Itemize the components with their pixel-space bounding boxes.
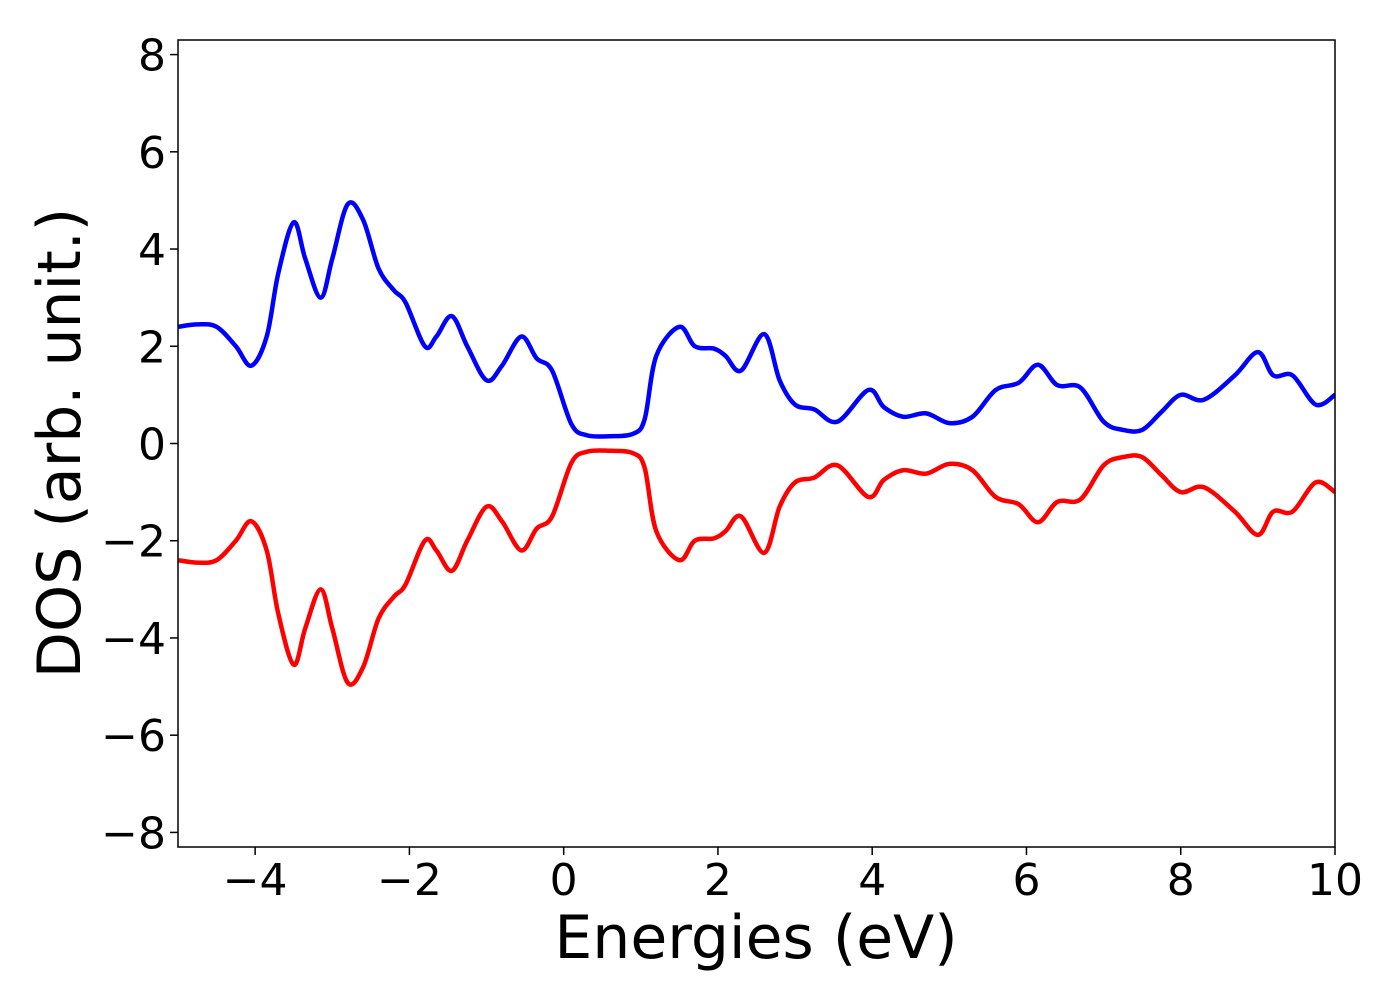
y-tick-label: −8 [101, 808, 166, 859]
x-tick-label: −2 [377, 855, 442, 906]
x-tick-label: 2 [704, 855, 732, 906]
x-tick-label: 0 [550, 855, 578, 906]
y-tick-label: 2 [138, 322, 166, 373]
y-tick-label: −2 [101, 517, 166, 568]
x-tick-label: 8 [1167, 855, 1195, 906]
series-line [178, 448, 1335, 687]
y-tick-label: 0 [138, 420, 166, 471]
y-tick-label: −4 [101, 614, 166, 665]
y-tick-label: −6 [101, 711, 166, 762]
x-tick-label: −4 [223, 855, 288, 906]
x-axis-label: Energies (eV) [554, 903, 957, 973]
y-tick-label: 6 [138, 128, 166, 179]
x-tick-label: 10 [1307, 855, 1363, 906]
y-tick-label: 4 [138, 225, 166, 276]
series-line [178, 200, 1335, 439]
y-axis-label: DOS (arb. unit.) [25, 208, 95, 678]
x-tick-label: 6 [1012, 855, 1040, 906]
y-tick-label: 8 [138, 31, 166, 82]
x-tick-label: 4 [858, 855, 886, 906]
plot-frame [177, 39, 1336, 848]
